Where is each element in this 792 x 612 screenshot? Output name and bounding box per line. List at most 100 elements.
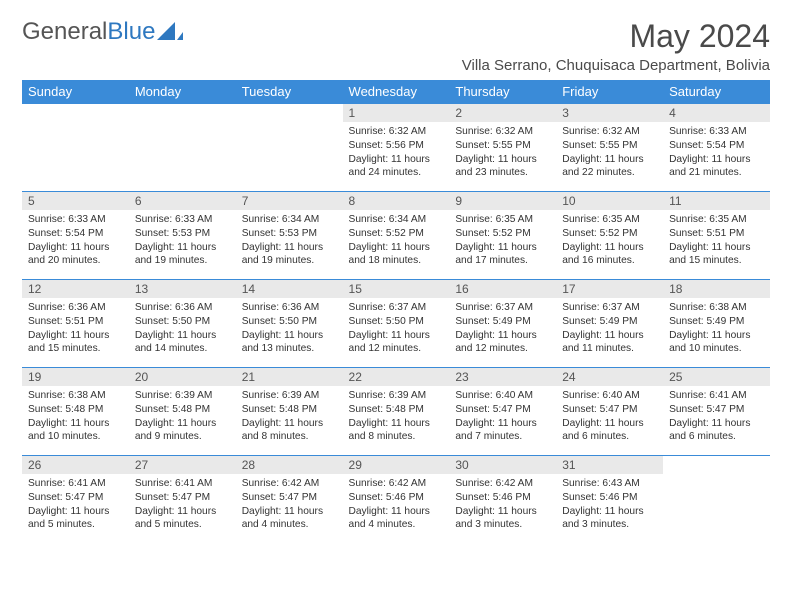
daylight-line: Daylight: 11 hours and 3 minutes. (562, 506, 643, 531)
sunrise-line: Sunrise: 6:36 AM (135, 302, 213, 313)
daylight-line: Daylight: 11 hours and 5 minutes. (28, 506, 109, 531)
sunrise-line: Sunrise: 6:33 AM (28, 214, 106, 225)
calendar-day-cell: 12Sunrise: 6:36 AMSunset: 5:51 PMDayligh… (22, 280, 129, 368)
sunset-line: Sunset: 5:50 PM (242, 316, 317, 327)
sunrise-line: Sunrise: 6:34 AM (349, 214, 427, 225)
day-number: 10 (556, 192, 663, 210)
daylight-line: Daylight: 11 hours and 5 minutes. (135, 506, 216, 531)
daylight-line: Daylight: 11 hours and 12 minutes. (455, 330, 536, 355)
sunrise-line: Sunrise: 6:33 AM (135, 214, 213, 225)
sunset-line: Sunset: 5:53 PM (135, 228, 210, 239)
calendar-day-cell: 3Sunrise: 6:32 AMSunset: 5:55 PMDaylight… (556, 104, 663, 192)
calendar-week-row: 26Sunrise: 6:41 AMSunset: 5:47 PMDayligh… (22, 456, 770, 544)
daylight-line: Daylight: 11 hours and 4 minutes. (242, 506, 323, 531)
sunset-line: Sunset: 5:48 PM (349, 404, 424, 415)
sunrise-line: Sunrise: 6:39 AM (242, 390, 320, 401)
sunset-line: Sunset: 5:56 PM (349, 140, 424, 151)
calendar-day-cell: 10Sunrise: 6:35 AMSunset: 5:52 PMDayligh… (556, 192, 663, 280)
sunset-line: Sunset: 5:47 PM (455, 404, 530, 415)
day-number: 11 (663, 192, 770, 210)
daylight-line: Daylight: 11 hours and 15 minutes. (28, 330, 109, 355)
daylight-line: Daylight: 11 hours and 19 minutes. (242, 242, 323, 267)
calendar-day-cell (663, 456, 770, 544)
day-details: Sunrise: 6:40 AMSunset: 5:47 PMDaylight:… (556, 386, 663, 448)
sunrise-line: Sunrise: 6:34 AM (242, 214, 320, 225)
daylight-line: Daylight: 11 hours and 15 minutes. (669, 242, 750, 267)
sunrise-line: Sunrise: 6:35 AM (562, 214, 640, 225)
calendar-day-cell (236, 104, 343, 192)
day-details: Sunrise: 6:33 AM Sunset: 5:53 PM Daylight:… (129, 210, 236, 272)
header: GeneralBlue May 2024 Villa Serrano, Chuq… (22, 18, 770, 74)
sunset-line: Sunset: 5:55 PM (455, 140, 530, 151)
col-wednesday: Wednesday (343, 80, 450, 104)
sunrise-line: Sunrise: 6:42 AM (455, 478, 533, 489)
sunset-line: Sunset: 5:49 PM (455, 316, 530, 327)
day-number: 20 (129, 368, 236, 386)
day-details: Sunrise: 6:34 AMSunset: 5:52 PMDaylight:… (343, 210, 450, 272)
sunrise-line: Sunrise: 6:32 AM (562, 126, 640, 137)
sunset-line: Sunset: 5:47 PM (669, 404, 744, 415)
daylight-line: Daylight: 11 hours and 8 minutes. (349, 418, 430, 443)
calendar-day-cell: 13Sunrise: 6:36 AMSunset: 5:50 PMDayligh… (129, 280, 236, 368)
calendar-day-cell: 4Sunrise: 6:33 AMSunset: 5:54 PMDaylight… (663, 104, 770, 192)
sunrise-line: Sunrise: 6:36 AM (242, 302, 320, 313)
day-number: 9 (449, 192, 556, 210)
sunrise-line: Sunrise: 6:40 AM (562, 390, 640, 401)
day-details: Sunrise: 6:39 AM Sunset: 5:48 PM Daylight:… (343, 386, 450, 448)
daylight-line: Daylight: 11 hours and 19 minutes. (135, 242, 216, 267)
daylight-line: Daylight: 11 hours and 6 minutes. (562, 418, 643, 443)
sunset-line: Sunset: 5:50 PM (135, 316, 210, 327)
sunrise-line: Sunrise: 6:38 AM (669, 302, 747, 313)
calendar-day-cell: 20Sunrise: 6:39 AMSunset: 5:48 PMDayligh… (129, 368, 236, 456)
day-number: 27 (129, 456, 236, 474)
day-number: 1 (343, 104, 450, 122)
sunrise-line: Sunrise: 6:39 AM (349, 390, 427, 401)
sunset-line: Sunset: 5:47 PM (28, 492, 103, 503)
day-number: 24 (556, 368, 663, 386)
sunrise-line: Sunrise: 6:32 AM (349, 126, 427, 137)
daylight-line: Daylight: 11 hours and 3 minutes. (455, 506, 536, 531)
col-thursday: Thursday (449, 80, 556, 104)
calendar-day-cell: 26Sunrise: 6:41 AMSunset: 5:47 PMDayligh… (22, 456, 129, 544)
sunset-line: Sunset: 5:49 PM (562, 316, 637, 327)
day-number: 31 (556, 456, 663, 474)
sunset-line: Sunset: 5:52 PM (562, 228, 637, 239)
day-details: Sunrise: 6:36 AMSunset: 5:51 PMDaylight:… (22, 298, 129, 360)
sunrise-line: Sunrise: 6:39 AM (135, 390, 213, 401)
day-details: Sunrise: 6:34 AMSunset: 5:53 PMDaylight:… (236, 210, 343, 272)
day-details: Sunrise: 6:35 AMSunset: 5:52 PMDaylight:… (556, 210, 663, 272)
day-number: 4 (663, 104, 770, 122)
calendar-day-cell: 29Sunrise: 6:42 AMSunset: 5:46 PMDayligh… (343, 456, 450, 544)
sunset-line: Sunset: 5:48 PM (28, 404, 103, 415)
sunset-line: Sunset: 5:54 PM (28, 228, 103, 239)
daylight-line: Daylight: 11 hours and 23 minutes. (455, 154, 536, 179)
sunrise-line: Sunrise: 6:36 AM (28, 302, 106, 313)
sunrise-line: Sunrise: 6:37 AM (455, 302, 533, 313)
day-details: Sunrise: 6:41 AMSunset: 5:47 PMDaylight:… (22, 474, 129, 536)
sunrise-line: Sunrise: 6:42 AM (242, 478, 320, 489)
calendar-table: Sunday Monday Tuesday Wednesday Thursday… (22, 80, 770, 544)
day-number-empty (663, 456, 770, 474)
calendar-day-cell: 7Sunrise: 6:34 AMSunset: 5:53 PMDaylight… (236, 192, 343, 280)
daylight-line: Daylight: 11 hours and 24 minutes. (349, 154, 430, 179)
day-number: 25 (663, 368, 770, 386)
sunrise-line: Sunrise: 6:32 AM (455, 126, 533, 137)
page-title: May 2024 (462, 18, 770, 55)
day-details: Sunrise: 6:37 AMSunset: 5:50 PMDaylight:… (343, 298, 450, 360)
calendar-day-cell (22, 104, 129, 192)
day-details: Sunrise: 6:40 AMSunset: 5:47 PMDaylight:… (449, 386, 556, 448)
calendar-week-row: 12Sunrise: 6:36 AMSunset: 5:51 PMDayligh… (22, 280, 770, 368)
sunrise-line: Sunrise: 6:43 AM (562, 478, 640, 489)
day-details: Sunrise: 6:43 AMSunset: 5:46 PMDaylight:… (556, 474, 663, 536)
col-tuesday: Tuesday (236, 80, 343, 104)
calendar-day-cell: 5Sunrise: 6:33 AMSunset: 5:54 PMDaylight… (22, 192, 129, 280)
calendar-day-cell: 25Sunrise: 6:41 AMSunset: 5:47 PMDayligh… (663, 368, 770, 456)
daylight-line: Daylight: 11 hours and 13 minutes. (242, 330, 323, 355)
day-number: 12 (22, 280, 129, 298)
sunset-line: Sunset: 5:47 PM (135, 492, 210, 503)
calendar-day-cell: 11Sunrise: 6:35 AMSunset: 5:51 PMDayligh… (663, 192, 770, 280)
col-friday: Friday (556, 80, 663, 104)
calendar-day-cell: 31Sunrise: 6:43 AMSunset: 5:46 PMDayligh… (556, 456, 663, 544)
day-number-empty (129, 104, 236, 122)
brand-logo: GeneralBlue (22, 18, 183, 46)
